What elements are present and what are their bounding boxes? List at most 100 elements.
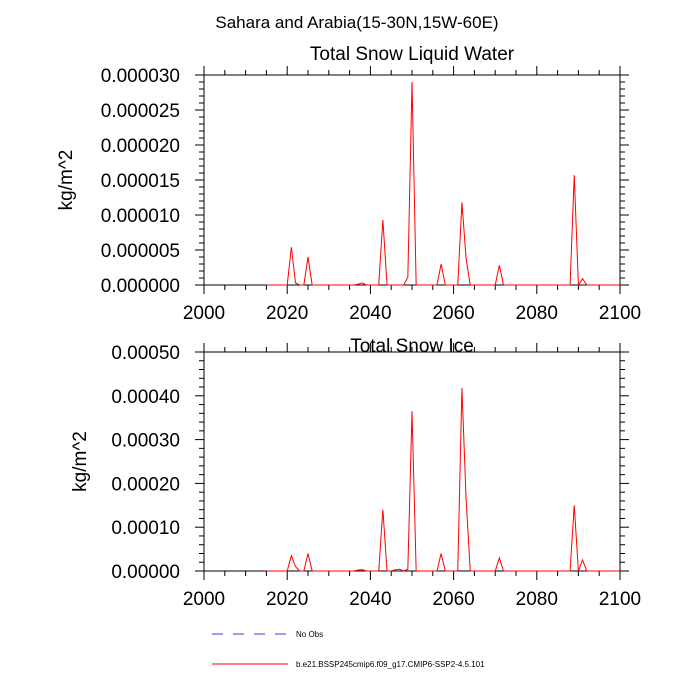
- data-point: [416, 570, 417, 571]
- data-point: [266, 570, 267, 571]
- x-tick-label: 2000: [183, 589, 225, 610]
- x-tick-label: 2040: [349, 303, 391, 324]
- data-point: [578, 570, 579, 571]
- chart-title: Total Snow Ice: [350, 336, 474, 357]
- data-point: [399, 569, 400, 570]
- data-point: [465, 258, 466, 259]
- data-point: [574, 505, 575, 506]
- data-point: [395, 569, 396, 570]
- data-point: [282, 284, 283, 285]
- data-point: [353, 570, 354, 571]
- data-point: [291, 247, 292, 248]
- data-point: [457, 284, 458, 285]
- data-point: [586, 570, 587, 571]
- y-tick-label: 0.00000: [111, 562, 180, 583]
- data-point: [378, 284, 379, 285]
- x-tick-label: 2060: [432, 589, 474, 610]
- data-point: [266, 284, 267, 285]
- data-point: [441, 263, 442, 264]
- data-point: [386, 284, 387, 285]
- panel-snow-ice: Total Snow Ice kg/m^2 2000 2020 2040 2060 2080…: [70, 336, 641, 610]
- x-tick-label: 2040: [349, 589, 391, 610]
- data-point: [619, 570, 620, 571]
- data-point: [578, 284, 579, 285]
- legend-model-label: b.e21.BSSP245cmip6.f09_g17.CMIP6-SSP2-4.…: [296, 660, 485, 669]
- data-point: [495, 570, 496, 571]
- data-point: [307, 553, 308, 554]
- data-point: [470, 284, 471, 285]
- data-point: [416, 284, 417, 285]
- panel-snow-liquid-water: Total Snow Liquid Water kg/m^2 2000 2020 204…: [56, 44, 641, 324]
- x-tick-label: 2080: [516, 589, 558, 610]
- data-point: [441, 553, 442, 554]
- y-tick-label: 0.00030: [111, 431, 180, 452]
- x-tick-label: 2020: [266, 303, 308, 324]
- data-point: [378, 570, 379, 571]
- data-point: [411, 81, 412, 82]
- data-point: [361, 569, 362, 570]
- series-line: [266, 81, 620, 287]
- data-point: [436, 570, 437, 571]
- data-point: [287, 570, 288, 571]
- data-point: [382, 509, 383, 510]
- legend: No Obs b.e21.BSSP245cmip6.f09_g17.CMIP6-…: [212, 630, 485, 669]
- data-point: [503, 284, 504, 285]
- data-point: [569, 284, 570, 285]
- data-point: [382, 219, 383, 220]
- data-point: [407, 277, 408, 278]
- data-point: [287, 284, 288, 285]
- data-point: [366, 284, 367, 285]
- y-tick-label: 0.000005: [101, 241, 180, 262]
- data-point: [357, 570, 358, 571]
- y-tick-label: 0.000020: [101, 136, 180, 157]
- data-point: [457, 570, 458, 571]
- y-tick-label: 0.000015: [101, 171, 180, 192]
- x-tick-label: 2100: [599, 303, 641, 324]
- data-point: [291, 555, 292, 556]
- data-point: [307, 256, 308, 257]
- figure-suptitle: Sahara and Arabia(15-30N,15W-60E): [215, 13, 498, 32]
- data-point: [465, 498, 466, 499]
- data-point: [569, 570, 570, 571]
- x-tick-label: 2100: [599, 589, 641, 610]
- x-tick-label: 2080: [516, 303, 558, 324]
- data-point: [353, 284, 354, 285]
- data-point: [299, 570, 300, 571]
- data-point: [295, 282, 296, 283]
- y-tick-label: 0.00040: [111, 387, 180, 408]
- data-point: [303, 570, 304, 571]
- data-point: [411, 411, 412, 412]
- y-axis-label: kg/m^2: [70, 431, 91, 492]
- data-point: [503, 570, 504, 571]
- data-point: [403, 570, 404, 571]
- data-point: [461, 202, 462, 203]
- data-point: [366, 570, 367, 571]
- data-point: [391, 570, 392, 571]
- y-tick-label: 0.000000: [101, 276, 180, 297]
- data-point: [303, 284, 304, 285]
- plot-frame: [203, 351, 621, 572]
- data-point: [436, 284, 437, 285]
- data-point: [495, 284, 496, 285]
- legend-obs-label: No Obs: [296, 630, 323, 639]
- y-tick-label: 0.00010: [111, 518, 180, 539]
- data-point: [574, 175, 575, 176]
- data-point: [445, 570, 446, 571]
- data-point: [316, 570, 317, 571]
- data-point: [470, 570, 471, 571]
- chart-title: Total Snow Liquid Water: [310, 44, 515, 65]
- data-point: [295, 566, 296, 567]
- y-axis-label: kg/m^2: [56, 150, 77, 211]
- data-point: [386, 570, 387, 571]
- y-tick-label: 0.000030: [101, 66, 180, 87]
- y-tick-label: 0.00050: [111, 343, 180, 364]
- data-point: [619, 284, 620, 285]
- data-point: [445, 284, 446, 285]
- data-point: [316, 284, 317, 285]
- data-point: [357, 284, 358, 285]
- data-point: [407, 569, 408, 570]
- x-tick-label: 2020: [266, 589, 308, 610]
- data-point: [312, 284, 313, 285]
- series-line: [266, 387, 620, 572]
